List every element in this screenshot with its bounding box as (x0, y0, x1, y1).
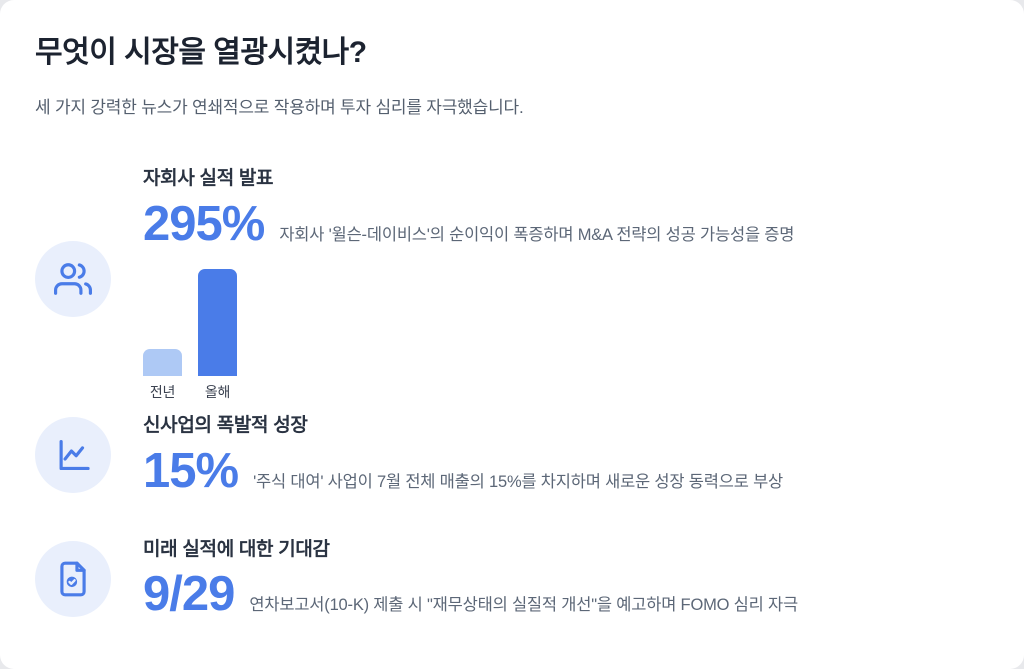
section-future-expectations: 미래 실적에 대한 기대감 9/29 연차보고서(10-K) 제출 시 "재무상… (35, 538, 984, 620)
stat-row: 15% '주식 대여' 사업이 7월 전체 매출의 15%를 차지하며 새로운 … (143, 443, 784, 498)
section-title: 미래 실적에 대한 기대감 (143, 538, 330, 560)
page-content: 무엇이 시장을 열광시켰나? 세 가지 강력한 뉴스가 연쇄적으로 작용하며 투… (0, 34, 1024, 619)
section-content: 신사업의 폭발적 성장 15% '주식 대여' 사업이 7월 전체 매출의 15… (143, 414, 783, 496)
section-description: 자회사 '윌슨-데이비스'의 순이익이 폭증하며 M&A 전략의 성공 가능성을… (279, 225, 795, 244)
bar-label-this-year: 올해 (204, 383, 231, 400)
users-icon-circle (35, 240, 111, 317)
users-icon (54, 262, 92, 295)
stat-value: 15% (143, 443, 239, 498)
file-check-icon-circle (35, 540, 111, 617)
page-title: 무엇이 시장을 열광시켰나? (35, 36, 367, 69)
stat-row: 9/29 연차보고서(10-K) 제출 시 "재무상태의 실질적 개선"을 예고… (143, 570, 798, 619)
section-content: 자회사 실적 발표 295% 자회사 '윌슨-데이비스'의 순이익이 폭증하며 … (143, 167, 794, 402)
section-new-business-growth: 신사업의 폭발적 성장 15% '주식 대여' 사업이 7월 전체 매출의 15… (35, 414, 984, 496)
section-subsidiary-earnings: 자회사 실적 발표 295% 자회사 '윌슨-데이비스'의 순이익이 폭증하며 … (35, 167, 984, 402)
bar-label-prev-year: 전년 (149, 383, 176, 400)
stat-value: 9/29 (143, 567, 235, 622)
bar-prev-year (143, 348, 182, 376)
stat-value: 295% (143, 196, 265, 251)
file-check-icon (60, 561, 86, 596)
bar-this-year (198, 268, 237, 376)
section-description: '주식 대여' 사업이 7월 전체 매출의 15%를 차지하며 새로운 성장 동… (253, 472, 784, 491)
yoy-bar-chart: 전년 올해 (143, 268, 794, 402)
page-subtitle: 세 가지 강력한 뉴스가 연쇄적으로 작용하며 투자 심리를 자극했습니다. (35, 97, 524, 117)
line-chart-icon-circle (35, 416, 111, 493)
line-chart-icon (59, 439, 90, 470)
stat-row: 295% 자회사 '윌슨-데이비스'의 순이익이 폭증하며 M&A 전략의 성공… (143, 196, 795, 251)
chart-bars (143, 268, 794, 376)
section-content: 미래 실적에 대한 기대감 9/29 연차보고서(10-K) 제출 시 "재무상… (143, 538, 798, 620)
section-description: 연차보고서(10-K) 제출 시 "재무상태의 실질적 개선"을 예고하며 FO… (249, 596, 798, 615)
section-title: 자회사 실적 발표 (143, 168, 274, 190)
chart-labels: 전년 올해 (143, 382, 794, 402)
section-title: 신사업의 폭발적 성장 (143, 414, 308, 436)
